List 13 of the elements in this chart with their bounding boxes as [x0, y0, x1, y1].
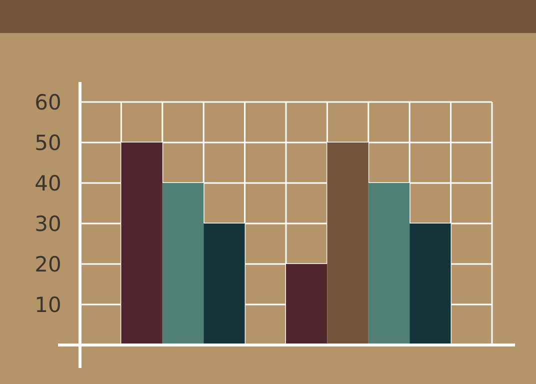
bar [327, 142, 368, 345]
y-tick-label: 50 [34, 130, 62, 155]
bar [204, 224, 245, 345]
y-tick-label: 30 [34, 212, 62, 236]
bar [286, 264, 328, 345]
y-tick-label: 60 [34, 90, 62, 114]
bar [368, 183, 410, 345]
bar [410, 224, 451, 345]
y-tick-label: 40 [34, 171, 62, 196]
bar [121, 142, 162, 345]
bar [162, 183, 204, 345]
y-tick-label: 20 [34, 252, 62, 276]
y-tick-label: 10 [34, 292, 62, 317]
